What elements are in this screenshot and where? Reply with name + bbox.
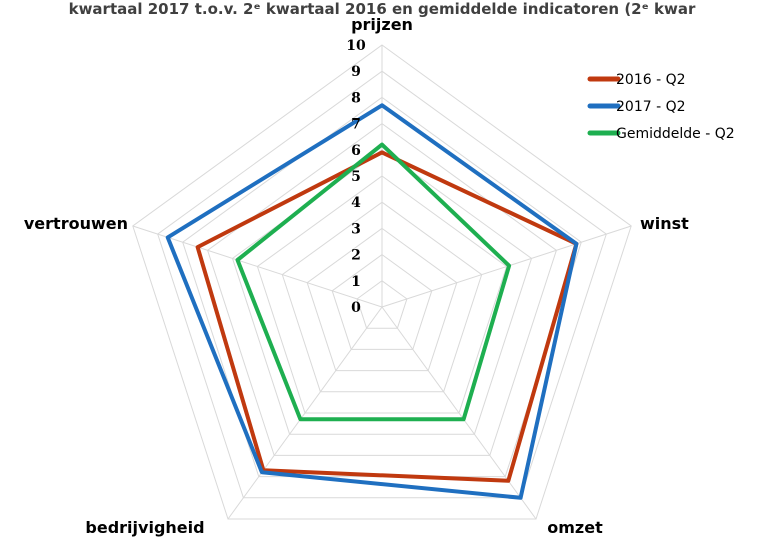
grid-ring [331,253,433,350]
grid-ring [231,149,533,435]
tick-label: 2 [351,248,361,264]
axis-label-omzet: omzet [547,518,603,537]
chart-title: kwartaal 2017 t.o.v. 2ᵉ kwartaal 2016 en… [69,0,696,18]
radial-tick-labels: 0 1 2 3 4 5 6 7 8 9 10 [346,38,366,316]
legend-label: 2016 - Q2 [616,72,686,88]
axis-label-winst: winst [640,214,689,233]
tick-label: 8 [351,90,361,106]
series-line [235,142,512,422]
legend-label: Gemiddelde - Q2 [616,126,735,142]
series-line [195,150,579,483]
grid-ring [356,280,408,329]
grid-ring [256,175,508,414]
grid-ring [281,201,483,393]
grid-ring [132,44,632,520]
axis-label-prijzen: prijzen [351,15,413,34]
tick-label: 3 [351,221,361,237]
grid-ring [306,227,458,372]
tick-label: 5 [351,169,361,185]
grid-spoke [381,306,537,520]
tick-label: 10 [346,38,366,54]
tick-label: 7 [351,117,361,133]
tick-label: 6 [351,143,361,159]
tick-label: 0 [351,300,361,316]
legend: 2016 - Q2 2017 - Q2 Gemiddelde - Q2 [587,72,735,142]
tick-label: 4 [351,195,361,211]
axis-labels: prijzen winst omzet bedrijvigheid vertrouwen [24,15,689,537]
tick-label: 9 [351,64,361,80]
radar-grid [132,44,632,520]
grid-spoke [227,306,383,520]
tick-label: 1 [351,274,361,290]
axis-label-vertrouwen: vertrouwen [24,214,128,233]
series-line [165,103,579,500]
radar-series [165,103,579,500]
grid-ring [157,70,607,499]
legend-label: 2017 - Q2 [616,99,686,115]
axis-label-bedrijvigheid: bedrijvigheid [85,518,204,537]
grid-spoke [132,225,383,308]
grid-spoke [381,225,632,308]
